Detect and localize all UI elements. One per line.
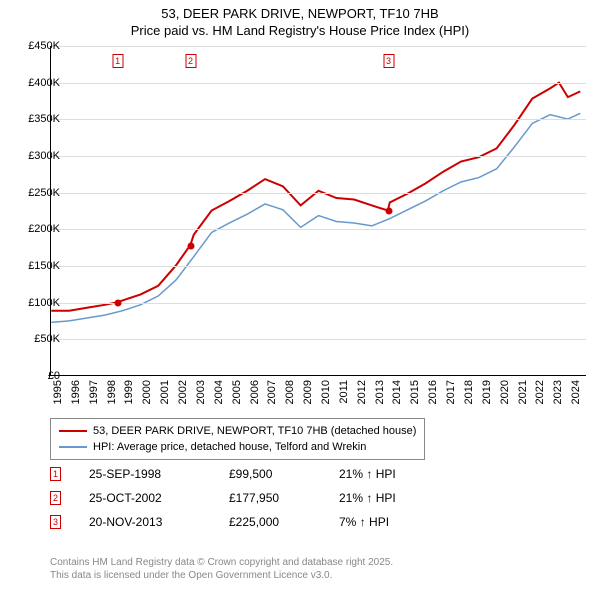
x-axis-label: 2020 [499,380,511,410]
footer-line-2: This data is licensed under the Open Gov… [50,569,393,582]
arrow-up-icon [360,515,366,529]
title-line-1: 53, DEER PARK DRIVE, NEWPORT, TF10 7HB [0,6,600,23]
gridline [51,156,586,157]
sale-marker-badge: 3 [50,515,61,529]
sales-row: 1 25-SEP-1998 £99,500 21% HPI [50,462,429,486]
chart-container: 53, DEER PARK DRIVE, NEWPORT, TF10 7HB P… [0,0,600,590]
chart-plot-area: 1 2 3 [50,46,586,376]
x-axis-label: 2023 [552,380,564,410]
x-axis-label: 2021 [517,380,529,410]
legend-swatch [59,430,87,432]
sale-pct: 21% HPI [339,467,429,481]
chart-sale-marker: 3 [383,54,394,68]
title-line-2: Price paid vs. HM Land Registry's House … [0,23,600,40]
x-axis-label: 2013 [374,380,386,410]
x-axis-label: 2024 [570,380,582,410]
x-axis-label: 2000 [141,380,153,410]
x-axis-label: 2005 [231,380,243,410]
x-axis-label: 1996 [70,380,82,410]
sales-table: 1 25-SEP-1998 £99,500 21% HPI 2 25-OCT-2… [50,462,429,534]
x-axis-label: 2017 [445,380,457,410]
x-axis-label: 2016 [427,380,439,410]
chart-sale-marker: 2 [185,54,196,68]
y-axis-label: £200K [14,223,60,235]
sale-date: 25-SEP-1998 [89,467,229,481]
x-axis-label: 1998 [106,380,118,410]
x-axis-label: 2018 [463,380,475,410]
x-axis-label: 2001 [159,380,171,410]
sale-price: £177,950 [229,491,339,505]
x-axis-label: 2019 [481,380,493,410]
sale-pct: 7% HPI [339,515,429,529]
x-axis-label: 1999 [123,380,135,410]
gridline [51,266,586,267]
x-axis-label: 2004 [213,380,225,410]
x-axis-label: 2008 [284,380,296,410]
x-axis-label: 2022 [534,380,546,410]
sale-marker-badge: 2 [50,491,61,505]
gridline [51,46,586,47]
y-axis-label: £400K [14,77,60,89]
chart-title: 53, DEER PARK DRIVE, NEWPORT, TF10 7HB P… [0,0,600,40]
y-axis-label: £250K [14,187,60,199]
x-axis-label: 2009 [302,380,314,410]
chart-svg [51,46,586,375]
y-axis-label: £350K [14,113,60,125]
legend: 53, DEER PARK DRIVE, NEWPORT, TF10 7HB (… [50,418,425,460]
x-axis-label: 1995 [52,380,64,410]
chart-sale-marker: 1 [112,54,123,68]
x-axis-label: 2011 [338,380,350,410]
x-axis-label: 2014 [391,380,403,410]
sales-row: 3 20-NOV-2013 £225,000 7% HPI [50,510,429,534]
legend-item: 53, DEER PARK DRIVE, NEWPORT, TF10 7HB (… [59,423,416,439]
x-axis-label: 2002 [177,380,189,410]
sale-point-dot [114,300,121,307]
footer-line-1: Contains HM Land Registry data © Crown c… [50,556,393,569]
gridline [51,303,586,304]
sale-point-dot [385,208,392,215]
sale-pct: 21% HPI [339,491,429,505]
x-axis-label: 2012 [356,380,368,410]
legend-item: HPI: Average price, detached house, Telf… [59,439,416,455]
y-axis-label: £50K [14,333,60,345]
arrow-up-icon [366,467,372,481]
arrow-up-icon [366,491,372,505]
gridline [51,229,586,230]
x-axis-label: 2006 [249,380,261,410]
gridline [51,339,586,340]
x-axis-label: 2010 [320,380,332,410]
x-axis-label: 2007 [266,380,278,410]
y-axis-label: £450K [14,40,60,52]
sale-date: 25-OCT-2002 [89,491,229,505]
footer-attribution: Contains HM Land Registry data © Crown c… [50,556,393,582]
legend-label: HPI: Average price, detached house, Telf… [93,441,366,453]
x-axis-label: 1997 [88,380,100,410]
y-axis-label: £150K [14,260,60,272]
series-line [51,113,580,322]
y-axis-label: £300K [14,150,60,162]
x-axis-label: 2015 [409,380,421,410]
series-line [51,83,580,311]
gridline [51,119,586,120]
legend-swatch [59,446,87,448]
sales-row: 2 25-OCT-2002 £177,950 21% HPI [50,486,429,510]
gridline [51,193,586,194]
y-axis-label: £100K [14,297,60,309]
x-axis-label: 2003 [195,380,207,410]
sale-marker-badge: 1 [50,467,61,481]
sale-price: £99,500 [229,467,339,481]
sale-point-dot [187,242,194,249]
sale-price: £225,000 [229,515,339,529]
sale-date: 20-NOV-2013 [89,515,229,529]
gridline [51,83,586,84]
legend-label: 53, DEER PARK DRIVE, NEWPORT, TF10 7HB (… [93,425,416,437]
